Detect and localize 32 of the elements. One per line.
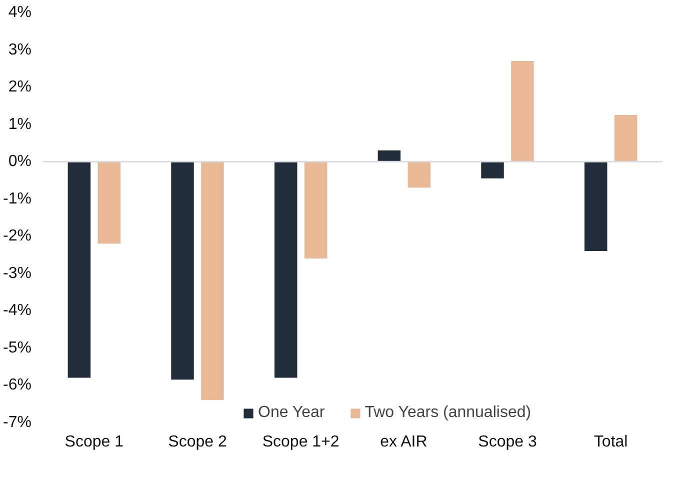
x-tick-label: Scope 1 [64, 434, 124, 450]
y-tick-label: -5% [3, 339, 32, 356]
y-tick-label: 4% [8, 4, 32, 21]
bar [201, 162, 224, 400]
bar [68, 162, 91, 378]
y-tick-label: 3% [8, 41, 32, 58]
y-tick-label: -4% [3, 302, 32, 320]
bar [408, 162, 431, 188]
y-tick-label: -6% [3, 376, 32, 394]
bar [274, 162, 298, 378]
y-tick-label: -3% [3, 264, 32, 282]
y-tick-label: -7% [3, 414, 32, 431]
bar [511, 60, 534, 162]
y-tick-label: 1% [8, 116, 32, 133]
x-tick-label: Total [594, 434, 628, 450]
y-tick-label: -2% [3, 228, 32, 245]
bar [378, 150, 401, 162]
y-tick-label: -1% [3, 190, 32, 208]
x-tick-label: Scope 2 [168, 434, 227, 450]
bar [304, 162, 328, 258]
bar [614, 115, 638, 162]
legend-label: One Year [258, 404, 325, 422]
x-tick-label: Scope 3 [478, 434, 537, 450]
legend-label: Two Years (annualised) [364, 404, 532, 422]
bar [481, 162, 504, 178]
bar [171, 162, 194, 380]
y-tick-label: 2% [8, 78, 32, 96]
x-tick-label: Scope 1+2 [262, 434, 340, 450]
x-tick-label: ex AIR [380, 434, 428, 450]
bar [584, 162, 608, 252]
bar [98, 162, 121, 244]
y-tick-label: 0% [8, 153, 32, 170]
